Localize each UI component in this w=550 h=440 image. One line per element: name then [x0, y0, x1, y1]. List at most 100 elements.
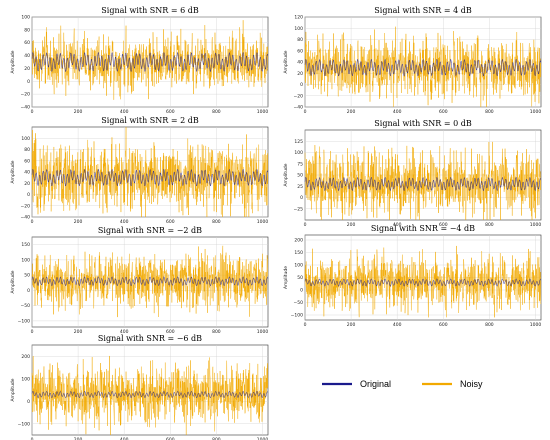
y-tick-label: 0 — [27, 192, 30, 198]
x-tick-label: 200 — [74, 109, 83, 115]
x-tick-label: 400 — [393, 222, 402, 228]
noisy-series-line — [31, 355, 268, 436]
y-axis-label: Amplitude — [10, 160, 16, 183]
x-tick-label: 0 — [31, 329, 34, 335]
y-tick-label: 100 — [21, 376, 30, 382]
y-tick-label: 100 — [294, 26, 303, 32]
chart-title: Signal with SNR = 2 dB — [101, 116, 199, 125]
y-tick-label: 0 — [27, 399, 30, 405]
y-tick-label: 50 — [24, 273, 30, 279]
y-tick-label: 60 — [297, 48, 303, 54]
x-tick-label: 400 — [393, 322, 402, 328]
x-tick-label: 1000 — [530, 322, 542, 328]
x-tick-label: 800 — [485, 109, 494, 115]
y-tick-label: 75 — [297, 161, 303, 167]
y-axis-label: Amplitude — [10, 50, 16, 73]
chart-title: Signal with SNR = 0 dB — [374, 119, 472, 128]
x-tick-label: 0 — [31, 219, 34, 225]
x-tick-label: 800 — [212, 219, 221, 225]
y-axis-label: Amplitude — [10, 270, 16, 293]
original-series-line — [304, 278, 541, 287]
chart-panel: −100 0 100 200 0 200 400 600 800 1000 Amplitude Sig… — [10, 334, 268, 440]
y-tick-label: 20 — [24, 66, 30, 72]
y-tick-label: 125 — [294, 139, 303, 145]
x-tick-label: 400 — [393, 109, 402, 115]
x-tick-label: 1000 — [257, 109, 269, 115]
y-tick-label: 100 — [21, 15, 30, 21]
x-tick-label: 0 — [31, 109, 34, 115]
y-tick-label: 50 — [297, 173, 303, 179]
x-tick-label: 400 — [120, 329, 129, 335]
chart-panel: −25 0 25 50 75 100 125 0 200 400 600 800 1000 Amplitu… — [283, 119, 541, 228]
original-series-line — [31, 51, 268, 73]
chart-title: Signal with SNR = 6 dB — [101, 6, 199, 15]
x-tick-label: 600 — [439, 322, 448, 328]
x-tick-label: 200 — [347, 109, 356, 115]
y-tick-label: −50 — [294, 300, 304, 306]
y-tick-label: −50 — [21, 303, 31, 309]
chart-panel: −100 −50 0 50 100 150 0 200 400 600 800 1000 Amplitu… — [10, 226, 268, 335]
y-tick-label: −40 — [21, 215, 31, 221]
x-tick-label: 800 — [212, 329, 221, 335]
y-tick-label: 100 — [21, 136, 30, 142]
x-tick-label: 1000 — [257, 437, 269, 440]
y-tick-label: −100 — [291, 313, 303, 319]
original-series-line — [31, 390, 268, 399]
y-tick-label: 40 — [24, 170, 30, 176]
x-tick-label: 600 — [166, 219, 175, 225]
y-tick-label: −40 — [21, 105, 31, 111]
noisy-series-line — [304, 245, 541, 318]
y-tick-label: 80 — [24, 27, 30, 33]
y-axis-label: Amplitude — [10, 378, 16, 401]
y-tick-label: −100 — [18, 318, 30, 324]
y-tick-label: 0 — [300, 82, 303, 88]
y-tick-label: 0 — [27, 288, 30, 294]
x-tick-label: 1000 — [530, 109, 542, 115]
chart-panel: −40 −20 0 20 40 60 80 100 120 0 200 400 600 800 1000 Am… — [283, 6, 541, 115]
x-tick-label: 800 — [212, 437, 221, 440]
y-tick-label: −20 — [294, 93, 304, 99]
y-tick-label: 0 — [300, 195, 303, 201]
legend-original-label: Original — [360, 379, 391, 389]
noisy-series-line — [31, 127, 268, 218]
x-tick-label: 400 — [120, 437, 129, 440]
x-tick-label: 800 — [485, 322, 494, 328]
y-tick-label: 50 — [297, 275, 303, 281]
chart-title: Signal with SNR = −4 dB — [371, 224, 475, 233]
x-tick-label: 600 — [166, 329, 175, 335]
chart-title: Signal with SNR = −6 dB — [98, 334, 202, 343]
x-tick-label: 200 — [347, 222, 356, 228]
chart-panel: −100 −50 0 50 100 150 200 0 200 400 600 800 1000 Ampl… — [283, 224, 541, 328]
y-tick-label: 0 — [27, 79, 30, 85]
x-tick-label: 1000 — [257, 219, 269, 225]
y-axis-label: Amplitude — [283, 163, 289, 186]
original-series-line — [304, 176, 541, 192]
x-tick-label: 0 — [31, 437, 34, 440]
y-tick-label: 20 — [24, 181, 30, 187]
y-tick-label: 40 — [24, 53, 30, 59]
x-tick-label: 600 — [166, 109, 175, 115]
original-series-line — [31, 168, 268, 187]
y-tick-label: 80 — [297, 37, 303, 43]
x-tick-label: 1000 — [257, 329, 269, 335]
original-series-line — [304, 58, 541, 77]
y-tick-label: −40 — [294, 105, 304, 111]
y-tick-label: 150 — [21, 242, 30, 248]
x-tick-label: 800 — [485, 222, 494, 228]
y-tick-label: 100 — [294, 263, 303, 269]
y-tick-label: 200 — [21, 354, 30, 360]
chart-title: Signal with SNR = −2 dB — [98, 226, 202, 235]
x-tick-label: 400 — [120, 219, 129, 225]
y-tick-label: −20 — [21, 203, 31, 209]
y-axis-label: Amplitude — [283, 50, 289, 73]
y-tick-label: 100 — [294, 150, 303, 156]
y-tick-label: 60 — [24, 158, 30, 164]
y-tick-label: 150 — [294, 250, 303, 256]
x-tick-label: 600 — [166, 437, 175, 440]
x-tick-label: 0 — [304, 109, 307, 115]
chart-title: Signal with SNR = 4 dB — [374, 6, 472, 15]
